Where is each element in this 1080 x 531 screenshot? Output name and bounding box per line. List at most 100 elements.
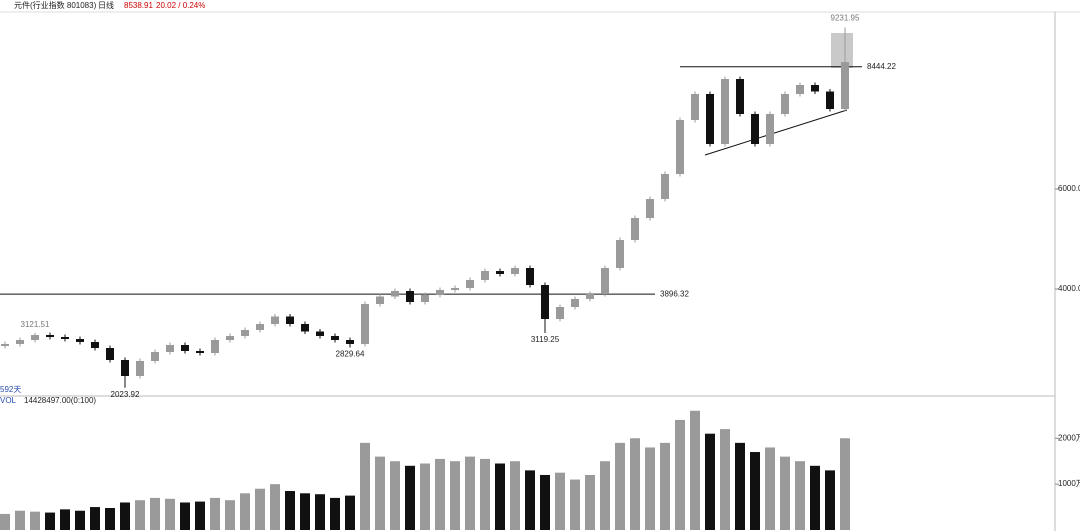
volume-bar: [360, 442, 370, 530]
candle-body: [811, 85, 819, 92]
candle-body: [766, 114, 774, 144]
candle-body: [406, 291, 414, 302]
volume-bar: [105, 507, 115, 530]
y-tick-label: 2000万: [1058, 433, 1080, 442]
volume-bar: [15, 510, 25, 530]
volume-bar: [300, 493, 310, 530]
volume-bar: [615, 442, 625, 530]
highlight-box: [831, 33, 853, 68]
level-label: 8444.22: [867, 62, 896, 71]
candle-body: [196, 351, 204, 353]
volume-bar: [315, 494, 325, 530]
volume-bar: [75, 510, 85, 530]
volume-bar: [120, 502, 130, 530]
volume-bar: [45, 512, 55, 530]
volume-bar: [630, 438, 640, 530]
candle-body: [586, 294, 594, 299]
volume-bar: [810, 465, 820, 530]
volume-bar: [330, 497, 340, 530]
candle-body: [181, 345, 189, 351]
title: 元件(行业指数 801083): [14, 0, 97, 10]
volume-bar: [540, 474, 550, 530]
y-tick-label: 1000万: [1058, 479, 1080, 488]
volume-bar: [465, 456, 475, 530]
candle-body: [106, 348, 114, 360]
candle-body: [541, 285, 549, 319]
candle-body: [166, 345, 174, 352]
volume-bar: [435, 458, 445, 530]
volume-bar: [555, 472, 565, 530]
candle-body: [481, 271, 489, 280]
volume-bar: [705, 433, 715, 530]
candle-body: [751, 114, 759, 144]
y-tick-label: 4000.00: [1058, 284, 1080, 293]
candle-body: [31, 335, 39, 340]
extreme-label: 2829.64: [336, 350, 365, 359]
volume-bar: [570, 479, 580, 530]
volume-bar: [60, 509, 70, 530]
volume-bar: [0, 513, 10, 530]
period[interactable]: 日线: [98, 0, 114, 10]
candle-body: [496, 271, 504, 274]
candle-body: [841, 62, 849, 109]
candle-body: [91, 342, 99, 348]
days-label: 592天: [0, 385, 21, 394]
candle-body: [76, 339, 84, 342]
candle-body: [1, 344, 9, 346]
candle-body: [46, 335, 54, 337]
candle-body: [226, 336, 234, 340]
candle-body: [331, 336, 339, 340]
extreme-label: 3119.25: [531, 335, 560, 344]
volume-bar: [90, 507, 100, 530]
candle-body: [721, 79, 729, 144]
volume-bar: [510, 461, 520, 530]
volume-bar: [825, 470, 835, 530]
vol-label[interactable]: VOL: [0, 396, 17, 405]
candle-body: [796, 85, 804, 94]
volume-bar: [660, 442, 670, 530]
candle-body: [421, 295, 429, 302]
volume-bar: [765, 447, 775, 530]
volume-bar: [780, 456, 790, 530]
volume-bar: [585, 474, 595, 530]
candle-body: [361, 304, 369, 344]
volume-bar: [480, 458, 490, 530]
volume-bar: [390, 461, 400, 530]
volume-bar: [735, 442, 745, 530]
candle-body: [511, 268, 519, 274]
candle-body: [706, 94, 714, 144]
change: 20.02 / 0.24%: [156, 1, 205, 10]
volume-bar: [420, 463, 430, 530]
candle-body: [736, 79, 744, 114]
candle-body: [451, 288, 459, 290]
volume-bar: [405, 465, 415, 530]
volume-bar: [255, 488, 265, 530]
volume-bar: [840, 438, 850, 530]
candle-body: [211, 340, 219, 353]
candle-body: [526, 268, 534, 285]
volume-bar: [135, 500, 145, 530]
candle-body: [241, 330, 249, 336]
candle-body: [631, 218, 639, 240]
candle-body: [316, 331, 324, 336]
candle-body: [571, 299, 579, 307]
candle-body: [376, 296, 384, 304]
extreme-label: 9231.95: [831, 14, 860, 23]
candle-body: [601, 268, 609, 294]
candle-body: [826, 91, 834, 109]
extreme-label: 3121.51: [21, 320, 50, 329]
candle-body: [391, 291, 399, 297]
volume-bar: [345, 495, 355, 530]
volume-bar: [675, 419, 685, 530]
volume-bar: [150, 497, 160, 530]
candle-body: [121, 360, 129, 376]
candle-body: [661, 174, 669, 199]
candle-body: [691, 94, 699, 120]
volume-bar: [225, 500, 235, 530]
candle-body: [151, 352, 159, 361]
volume-bar: [30, 511, 40, 530]
level-label: 3896.32: [660, 289, 689, 298]
volume-bar: [210, 497, 220, 530]
